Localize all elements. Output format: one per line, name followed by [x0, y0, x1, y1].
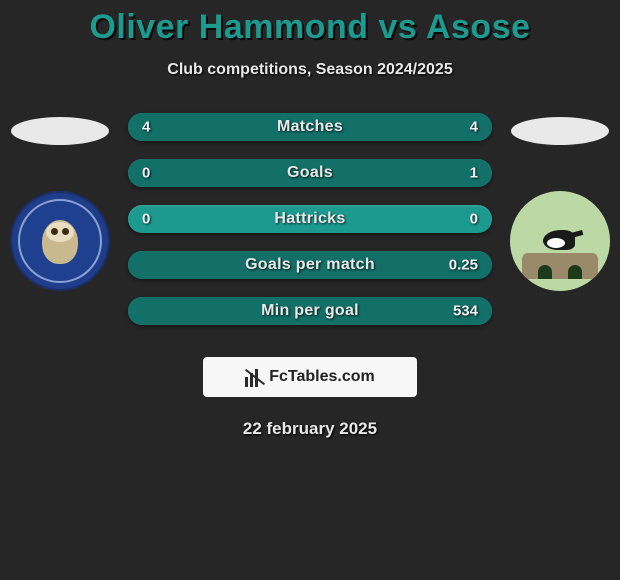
right-flag-oval	[511, 117, 609, 145]
right-club-badge	[510, 191, 610, 291]
stat-bar: 4 Matches 4	[128, 113, 492, 141]
stats-card: Oliver Hammond vs Asose Club competition…	[0, 0, 620, 439]
footer-brand-text: FcTables.com	[269, 368, 375, 386]
stat-bar: Goals per match 0.25	[128, 251, 492, 279]
stat-value-right: 4	[470, 119, 478, 136]
main-row: 4 Matches 4 0 Goals 1 0 Hattricks 0 Goals per mat…	[0, 113, 620, 325]
footer-brand-badge[interactable]: FcTables.com	[203, 357, 417, 397]
left-flag-oval	[11, 117, 109, 145]
stat-value-left: 4	[142, 119, 150, 136]
stat-value-left: 0	[142, 165, 150, 182]
stats-column: 4 Matches 4 0 Goals 1 0 Hattricks 0 Goals per mat…	[120, 113, 500, 325]
stat-label: Matches	[277, 118, 343, 136]
stat-bar: 0 Hattricks 0	[128, 205, 492, 233]
stat-value-left: 0	[142, 211, 150, 228]
owl-icon	[39, 216, 81, 266]
stat-label: Min per goal	[261, 302, 359, 320]
stat-value-right: 534	[453, 303, 478, 320]
subtitle: Club competitions, Season 2024/2025	[0, 61, 620, 79]
stat-bar: Min per goal 534	[128, 297, 492, 325]
stat-label: Goals	[287, 164, 333, 182]
stat-label: Goals per match	[245, 256, 375, 274]
stat-bar: 0 Goals 1	[128, 159, 492, 187]
date-line: 22 february 2025	[0, 419, 620, 439]
left-player-col	[0, 113, 120, 291]
page-title: Oliver Hammond vs Asose	[0, 8, 620, 47]
right-player-col	[500, 113, 620, 291]
stat-value-right: 1	[470, 165, 478, 182]
stat-value-right: 0	[470, 211, 478, 228]
stat-label: Hattricks	[274, 210, 345, 228]
stat-value-right: 0.25	[449, 257, 478, 274]
left-club-badge	[10, 191, 110, 291]
bars-chart-icon	[245, 367, 263, 387]
